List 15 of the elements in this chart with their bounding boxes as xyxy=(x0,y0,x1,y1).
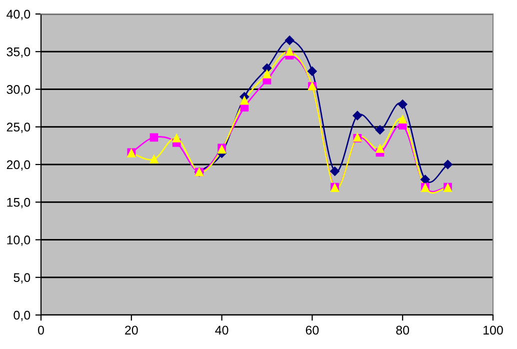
x-tick-label: 60 xyxy=(306,326,319,335)
x-tick-label: 100 xyxy=(484,326,503,335)
x-tick-label: 80 xyxy=(396,326,410,335)
x-tick-label: 0 xyxy=(38,326,44,335)
y-tick-label: 30,0 xyxy=(6,85,30,96)
y-tick-label: 20,0 xyxy=(6,160,30,171)
x-tick-label: 20 xyxy=(125,326,138,335)
y-tick-label: 35,0 xyxy=(6,47,30,58)
y-tick-label: 10,0 xyxy=(7,236,30,246)
y-tick-label: 15,0 xyxy=(7,198,30,208)
y-tick-label: 40,0 xyxy=(6,10,30,20)
y-tick-label: 25,0 xyxy=(6,122,30,134)
y-tick-label: 5,0 xyxy=(14,273,30,284)
x-tick-label: 40 xyxy=(215,326,228,335)
y-tick-label: 0,0 xyxy=(14,310,30,322)
